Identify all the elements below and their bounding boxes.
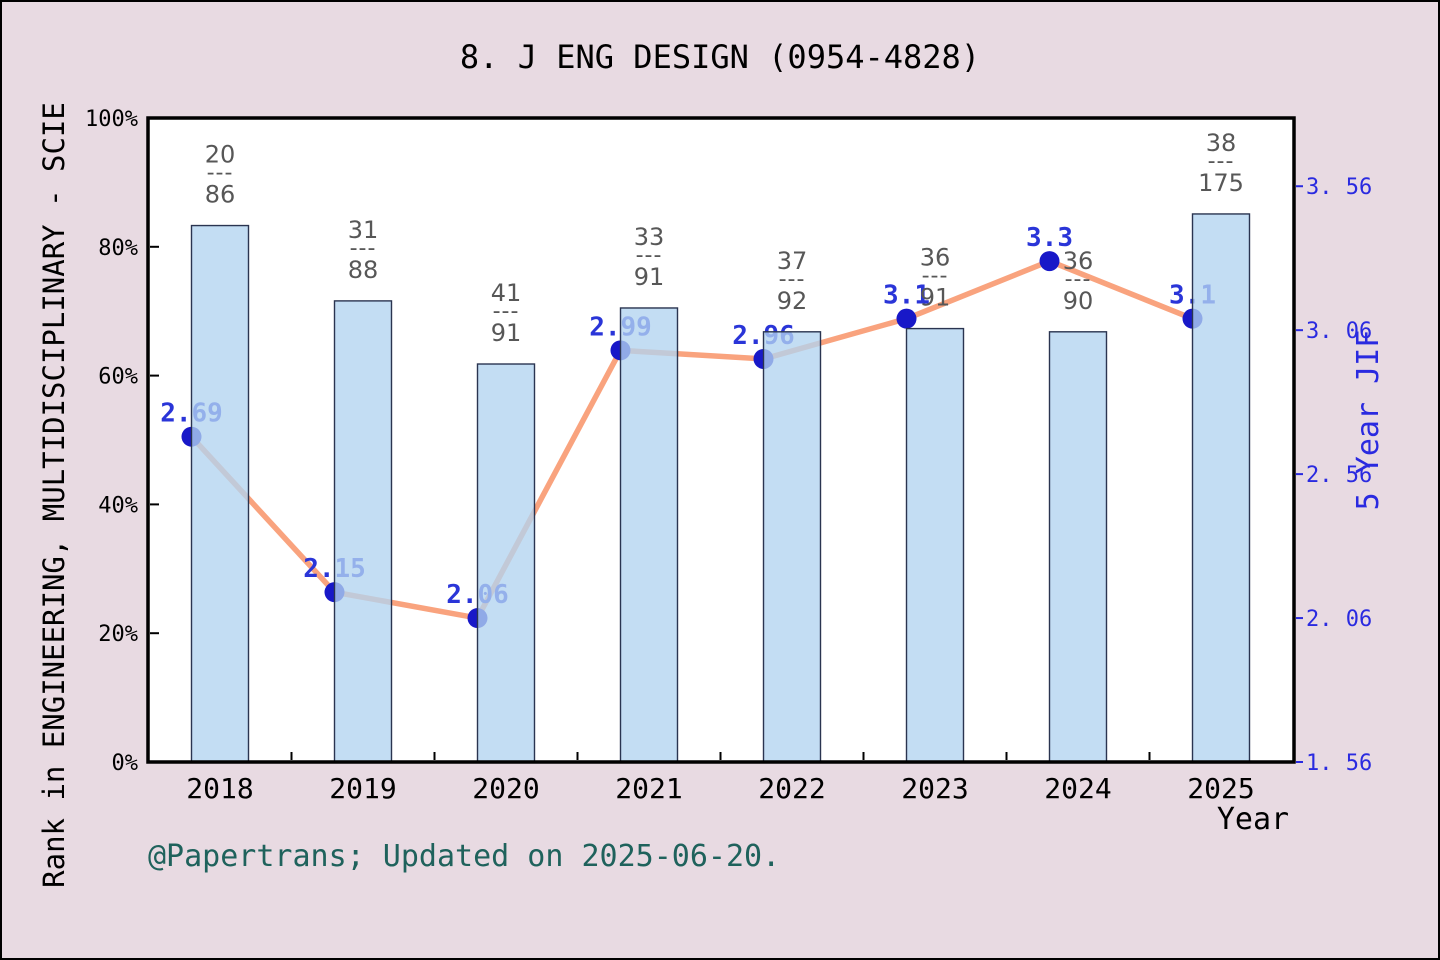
jif-value-label: 3.3 bbox=[1026, 223, 1073, 253]
left-tick-label: 100% bbox=[85, 107, 138, 132]
rank-bar-2019 bbox=[333, 300, 393, 763]
x-tick-label-2019: 2019 bbox=[329, 772, 396, 805]
rank-numerator: 33 bbox=[634, 223, 665, 251]
rank-fraction-bar: --- bbox=[493, 299, 520, 324]
jif-point-2024 bbox=[1039, 251, 1060, 272]
rank-bar-2021 bbox=[619, 307, 679, 763]
rank-denominator: 90 bbox=[1063, 287, 1094, 315]
rank-fraction-bar: --- bbox=[636, 243, 663, 268]
rank-numerator: 20 bbox=[205, 141, 236, 169]
x-tick-label-2018: 2018 bbox=[186, 772, 253, 805]
rank-fraction-bar: --- bbox=[350, 236, 377, 261]
rank-denominator: 88 bbox=[348, 256, 379, 284]
rank-denominator: 91 bbox=[920, 284, 951, 312]
right-tick-label: 3. 56 bbox=[1306, 175, 1372, 200]
rank-denominator: 91 bbox=[491, 319, 522, 347]
right-tick-label: 3. 06 bbox=[1306, 319, 1372, 344]
x-tick-label-2020: 2020 bbox=[472, 772, 539, 805]
left-tick-label: 0% bbox=[112, 751, 139, 776]
axes-frame bbox=[146, 116, 1296, 764]
rank-numerator: 36 bbox=[920, 244, 951, 272]
rank-fraction-bar: --- bbox=[922, 264, 949, 289]
rank-bar-2024 bbox=[1048, 331, 1108, 763]
x-tick-label-2024: 2024 bbox=[1044, 772, 1111, 805]
rank-fraction-bar: --- bbox=[1208, 149, 1235, 174]
right-axis-title: 5 Year JIF bbox=[1351, 330, 1386, 511]
rank-numerator: 36 bbox=[1063, 247, 1094, 275]
rank-fraction-bar: --- bbox=[207, 161, 234, 186]
plot-background bbox=[148, 118, 1294, 762]
x-axis-title: Year bbox=[1217, 802, 1289, 837]
right-tick-label: 1. 56 bbox=[1306, 751, 1372, 776]
chart-title: 8. J ENG DESIGN (0954-4828) bbox=[460, 38, 980, 76]
plot-area: 0% 20% 40% 60% 80% 100% 1. 56 2. 06 2. 56 3. 06 3.… bbox=[85, 107, 1372, 805]
rank-denominator: 175 bbox=[1198, 169, 1244, 197]
jif-value-label: 3.1 bbox=[883, 281, 930, 311]
x-tick-label-2021: 2021 bbox=[615, 772, 682, 805]
rank-numerator: 38 bbox=[1206, 129, 1237, 157]
x-tick-label-2025: 2025 bbox=[1187, 772, 1254, 805]
rank-numerator: 37 bbox=[777, 247, 808, 275]
rank-fraction-bar: --- bbox=[779, 267, 806, 292]
rank-bar-2020 bbox=[476, 363, 536, 763]
left-tick-label: 20% bbox=[98, 622, 138, 647]
left-tick-label: 60% bbox=[98, 365, 138, 390]
left-tick-label: 80% bbox=[98, 236, 138, 261]
rank-numerator: 31 bbox=[348, 216, 379, 244]
left-tick-label: 40% bbox=[98, 493, 138, 518]
footer-credit: @Papertrans; Updated on 2025-06-20. bbox=[148, 839, 780, 874]
right-tick-label: 2. 06 bbox=[1306, 607, 1372, 632]
x-tick-label-2022: 2022 bbox=[758, 772, 825, 805]
left-axis-title: Rank in ENGINEERING, MULTIDISCIPLINARY -… bbox=[37, 102, 71, 888]
x-tick-label-2023: 2023 bbox=[901, 772, 968, 805]
rank-fraction-bar: --- bbox=[1065, 267, 1092, 292]
rank-bar-2022 bbox=[762, 331, 822, 763]
rank-bar-2023 bbox=[905, 327, 965, 763]
rank-numerator: 41 bbox=[491, 279, 522, 307]
rank-bar-2018 bbox=[190, 224, 250, 763]
rank-denominator: 92 bbox=[777, 287, 808, 315]
right-tick-label: 2. 56 bbox=[1306, 463, 1372, 488]
rank-denominator: 91 bbox=[634, 263, 665, 291]
jif-point-2023 bbox=[896, 308, 917, 329]
rank-denominator: 86 bbox=[205, 181, 236, 209]
rank-bar-2025 bbox=[1191, 213, 1251, 763]
